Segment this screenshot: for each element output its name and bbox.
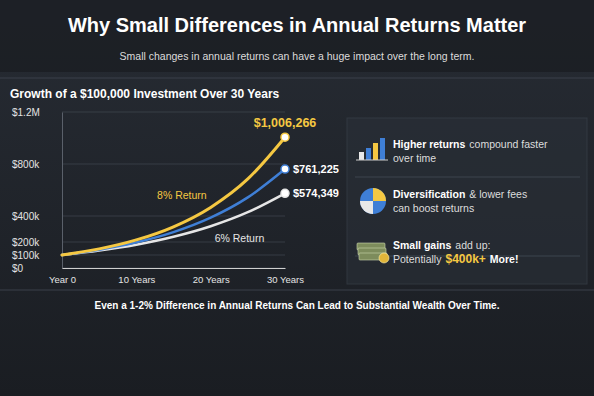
icon-bar	[359, 152, 364, 160]
separator	[0, 290, 594, 291]
panel-text-part: Potentially	[393, 253, 442, 265]
panel-text: over time	[393, 152, 436, 164]
infographic: Why Small Differences in Annual Returns …	[0, 0, 594, 396]
grid-line	[62, 164, 285, 165]
panel: Higher returnscompound faster over time Di…	[355, 138, 580, 266]
header-band	[0, 0, 594, 72]
icon-bar	[373, 143, 378, 160]
series-line	[62, 169, 285, 255]
icon-pie	[360, 188, 386, 214]
x-tick-label: 20 Years	[193, 274, 230, 285]
data-label: $1,006,266	[254, 116, 317, 130]
y-tick-label: $0	[12, 263, 24, 274]
data-label: $761,225	[293, 163, 339, 175]
y-axis: $0 $200k $400k $800k $100k $1.2M	[12, 107, 63, 274]
footer: Even a 1-2% Difference in Annual Returns…	[95, 300, 500, 311]
grid-line	[62, 255, 285, 256]
panel-text: can boost returns	[393, 202, 474, 214]
y-tick-label: $400k	[12, 211, 40, 222]
panel-text: Small gainsadd up:	[393, 239, 490, 251]
x-tick: 30 Years	[267, 268, 304, 285]
panel-text-part: over time	[393, 152, 436, 164]
series-line	[62, 193, 285, 255]
end-dot	[281, 133, 289, 141]
y-tick-label: $100k	[12, 250, 40, 261]
y-tick: $400k	[12, 211, 62, 222]
panel-lead: Higher returns	[393, 138, 466, 150]
panel-item: Small gainsadd up: Potentially$400k+ More!	[357, 239, 518, 266]
data-label: $574,349	[293, 187, 339, 199]
series-label: 8% Return	[157, 189, 207, 201]
y-tick-label: $200k	[12, 237, 40, 248]
panel-text-part: compound faster	[469, 138, 548, 150]
y-tick: $0	[12, 263, 62, 274]
icon-bar	[380, 138, 385, 160]
x-tick-label: 10 Years	[118, 274, 155, 285]
x-tick-label: Year 0	[49, 274, 76, 285]
panel-lead: Diversification	[393, 188, 465, 200]
x-tick: 10 Years	[118, 268, 155, 285]
icon-bar	[366, 148, 371, 160]
background	[0, 0, 594, 396]
panel-item: Diversification & lower fees can boost ret…	[360, 188, 527, 214]
icon-pie-slice	[373, 188, 386, 201]
panel-text: Diversification & lower fees	[393, 188, 527, 200]
panel-lead: Small gains	[393, 239, 452, 251]
x-axis-line	[63, 268, 286, 269]
y-axis-line	[62, 113, 63, 269]
x-tick-label: 30 Years	[267, 274, 304, 285]
grid	[62, 112, 285, 268]
grid-line	[62, 268, 285, 269]
grid-line	[62, 216, 285, 217]
panel-text: Potentially$400k+ More!	[393, 252, 518, 266]
panel-text-part: & lower fees	[469, 188, 527, 200]
x-tick: Year 0	[49, 268, 76, 285]
x-tick: 20 Years	[193, 268, 230, 285]
data-labels: $1,006,266 $761,225 $574,349 8% Return 6% Re…	[157, 116, 339, 244]
chart-title: Growth of a $100,000 Investment Over 30 …	[10, 87, 280, 101]
panel-highlight: $400k+	[445, 252, 485, 266]
y-tick: $1.2M	[12, 107, 62, 118]
panel-divider	[355, 177, 580, 178]
separator	[0, 78, 594, 79]
panel-text-part: add up:	[455, 239, 490, 251]
y-tick: $200k	[12, 237, 62, 248]
grid-line	[62, 112, 285, 113]
series-line	[62, 137, 285, 255]
y-tick-label: $1.2M	[12, 107, 40, 118]
y-tick: $100k	[12, 250, 62, 261]
icon-base	[356, 160, 388, 161]
title: Why Small Differences in Annual Returns …	[68, 14, 526, 36]
series-label: 6% Return	[215, 232, 265, 244]
panel-text-part: can boost returns	[393, 202, 474, 214]
panel-text: Higher returnscompound faster	[393, 138, 548, 150]
x-axis: Year 0 10 Years 20 Years 30 Years	[49, 268, 304, 285]
subtitle: Small changes in annual returns can have…	[120, 50, 475, 62]
panel-box	[347, 118, 587, 284]
plot-area	[62, 133, 289, 255]
end-dot	[281, 189, 289, 197]
end-dot	[281, 165, 289, 173]
y-tick: $800k	[12, 159, 62, 170]
panel-tail: More!	[490, 253, 519, 265]
panel-item: Higher returnscompound faster over time	[356, 138, 548, 164]
icon-pie-slice	[360, 201, 373, 214]
y-tick-label: $800k	[12, 159, 40, 170]
icon-coin	[379, 253, 389, 263]
